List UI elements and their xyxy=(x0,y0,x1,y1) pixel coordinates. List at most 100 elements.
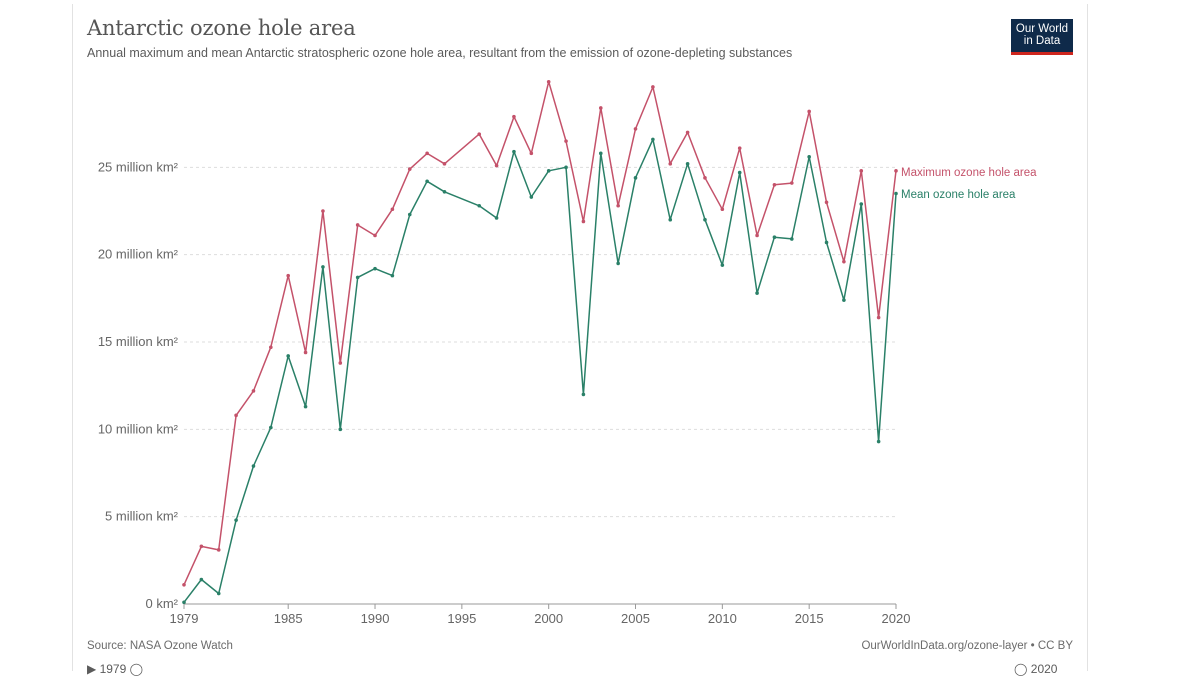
data-point xyxy=(685,162,690,166)
x-tick-label: 1995 xyxy=(447,611,476,626)
timeline-end[interactable]: ◯ 2020 xyxy=(1014,662,1057,676)
timeline-handle-start-icon[interactable]: ◯ xyxy=(129,662,144,676)
data-point xyxy=(269,345,273,350)
data-point xyxy=(737,170,742,175)
data-point xyxy=(564,139,568,143)
x-tick-label: 1990 xyxy=(361,611,390,626)
x-tick-label: 1985 xyxy=(274,611,303,626)
data-point xyxy=(355,275,360,280)
data-point xyxy=(894,191,898,196)
data-point xyxy=(859,202,864,206)
data-point xyxy=(234,518,238,522)
timeline-handle-end-icon[interactable]: ◯ xyxy=(1014,662,1028,676)
data-point xyxy=(425,151,429,156)
data-point xyxy=(216,548,221,552)
play-icon[interactable]: ▶ xyxy=(87,662,97,676)
data-point xyxy=(824,240,829,245)
y-tick-label: 20 million km² xyxy=(98,247,179,262)
data-point xyxy=(772,183,777,187)
data-point xyxy=(790,237,794,241)
data-point xyxy=(234,413,238,418)
series-label: Mean ozone hole area xyxy=(901,189,1016,201)
data-point xyxy=(581,392,586,397)
data-point xyxy=(668,162,673,166)
data-point xyxy=(790,181,794,185)
y-tick-label: 10 million km² xyxy=(98,421,179,436)
data-point xyxy=(703,176,707,180)
logo-line-1: Our World xyxy=(1015,23,1069,35)
data-point xyxy=(390,273,395,278)
data-point xyxy=(616,261,620,266)
data-point xyxy=(390,207,395,212)
series-line xyxy=(183,138,897,603)
chart-title: Antarctic ozone hole area xyxy=(87,16,356,40)
data-point xyxy=(303,350,308,355)
data-point xyxy=(529,195,534,199)
data-point xyxy=(633,127,638,131)
data-point xyxy=(494,163,499,168)
data-point xyxy=(737,146,742,150)
data-point xyxy=(442,189,447,194)
data-point xyxy=(251,389,256,393)
data-point xyxy=(321,265,325,269)
source-note[interactable]: Source: NASA Ozone Watch xyxy=(87,640,233,652)
x-tick-label: 2010 xyxy=(708,611,737,626)
data-point xyxy=(772,235,777,239)
data-point xyxy=(321,209,325,213)
data-point xyxy=(685,130,690,135)
x-tick-label: 2020 xyxy=(882,611,911,626)
data-point xyxy=(546,79,551,84)
x-tick-label: 1979 xyxy=(170,611,199,626)
data-point xyxy=(859,169,864,173)
timeline-start[interactable]: ▶ 1979 ◯ xyxy=(87,662,143,676)
data-point xyxy=(894,169,898,173)
data-point xyxy=(512,149,516,154)
data-point xyxy=(199,544,204,549)
data-point xyxy=(755,291,759,295)
series-line xyxy=(183,80,897,586)
data-point xyxy=(251,464,256,468)
data-point xyxy=(598,151,603,156)
chart-subtitle: Annual maximum and mean Antarctic strato… xyxy=(87,46,793,60)
data-point xyxy=(286,273,290,278)
data-point xyxy=(182,582,186,587)
y-tick-label: 0 km² xyxy=(146,596,179,611)
data-point xyxy=(546,169,551,173)
data-point xyxy=(720,263,725,267)
data-point xyxy=(199,577,204,582)
x-tick-label: 2005 xyxy=(621,611,650,626)
data-point xyxy=(338,427,343,432)
data-point xyxy=(529,151,534,156)
data-point xyxy=(407,167,412,171)
data-point xyxy=(668,217,673,222)
data-point xyxy=(876,315,881,320)
data-point xyxy=(373,266,377,271)
data-point xyxy=(842,298,846,302)
data-point xyxy=(269,425,273,430)
data-point xyxy=(182,600,186,605)
timeline-end-label: 2020 xyxy=(1030,662,1058,676)
data-point xyxy=(651,137,655,142)
data-point xyxy=(355,223,360,227)
data-point xyxy=(303,404,308,409)
data-point xyxy=(477,132,482,136)
x-tick-label: 2000 xyxy=(534,611,563,626)
data-point xyxy=(720,207,725,212)
data-point xyxy=(842,259,846,264)
license-note[interactable]: OurWorldInData.org/ozone-layer • CC BY xyxy=(861,640,1073,652)
y-tick-label: 25 million km² xyxy=(98,159,179,174)
x-tick-label: 2015 xyxy=(795,611,824,626)
timeline-start-label: 1979 xyxy=(99,662,127,676)
data-point xyxy=(651,85,655,89)
series-label: Maximum ozone hole area xyxy=(901,167,1037,179)
chart-card xyxy=(72,4,1088,671)
data-point xyxy=(703,217,707,222)
data-point xyxy=(807,109,811,114)
data-point xyxy=(598,106,603,110)
data-point xyxy=(286,354,290,358)
owid-logo[interactable]: Our World in Data xyxy=(1011,19,1073,55)
data-point xyxy=(425,179,429,184)
data-point xyxy=(407,212,412,217)
data-point xyxy=(581,219,586,224)
